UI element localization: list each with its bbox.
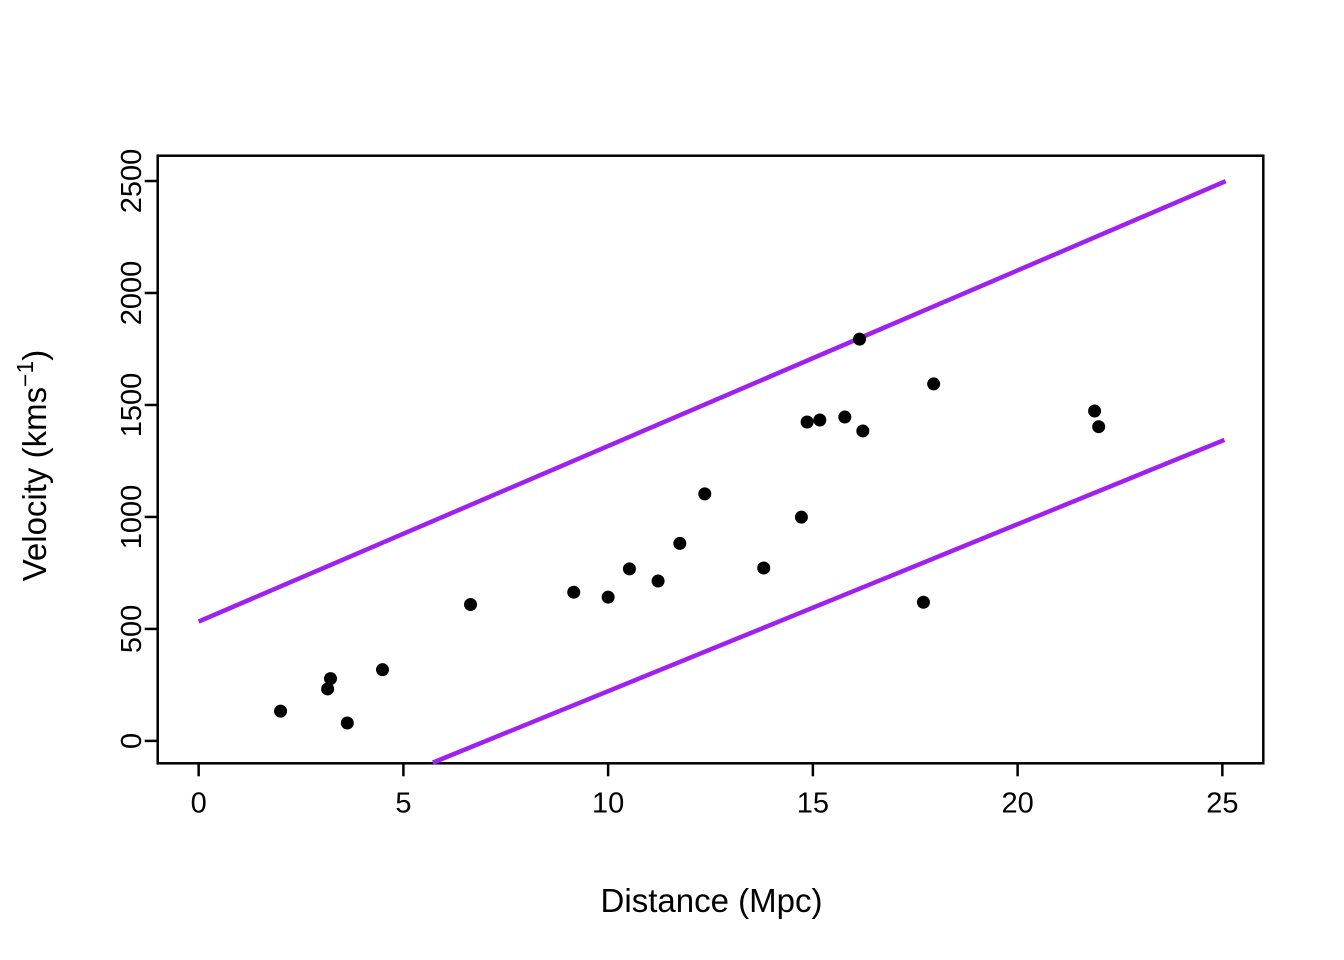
x-tick-label: 25 (1206, 787, 1238, 819)
band-line-lower (432, 437, 1226, 765)
data-point (274, 704, 288, 718)
data-point (927, 377, 941, 391)
data-point (800, 415, 814, 429)
data-point (622, 562, 636, 576)
data-point (838, 410, 852, 424)
data-point (853, 332, 867, 346)
x-tick-label: 20 (1001, 787, 1033, 819)
y-tick-label: 2500 (116, 149, 148, 214)
y-axis-title-main: Velocity (kms (16, 387, 53, 581)
data-point (567, 585, 581, 599)
x-tick-label: 0 (191, 787, 207, 819)
data-point (1088, 404, 1102, 418)
x-tick-label: 15 (797, 787, 829, 819)
data-point (376, 663, 390, 677)
x-tick-label: 10 (592, 787, 624, 819)
x-axis-title: Distance (Mpc) (601, 882, 823, 919)
y-tick-label: 500 (116, 605, 148, 653)
x-tick-label: 5 (395, 787, 411, 819)
data-point (916, 595, 930, 609)
data-point (673, 536, 687, 550)
plot-border (156, 154, 1265, 765)
data-point (321, 682, 335, 696)
data-point (651, 574, 665, 588)
y-tick-label: 1500 (116, 373, 148, 438)
data-point (464, 598, 478, 612)
data-point (601, 590, 615, 604)
data-point (698, 487, 712, 501)
y-tick-label: 2000 (116, 261, 148, 326)
data-point (813, 413, 827, 427)
y-axis-title: Velocity (kms−1) (12, 350, 53, 582)
data-point (1092, 420, 1106, 434)
band-line-upper (197, 179, 1227, 624)
data-point (757, 561, 771, 575)
data-point (794, 510, 808, 524)
y-tick-label: 1000 (116, 485, 148, 550)
y-axis-title-superscript: −1 (12, 361, 38, 387)
data-point (856, 424, 870, 438)
y-tick-label: 0 (116, 733, 148, 749)
y-axis-title-suffix: ) (16, 350, 53, 361)
data-point (324, 672, 338, 686)
data-point (340, 716, 354, 730)
